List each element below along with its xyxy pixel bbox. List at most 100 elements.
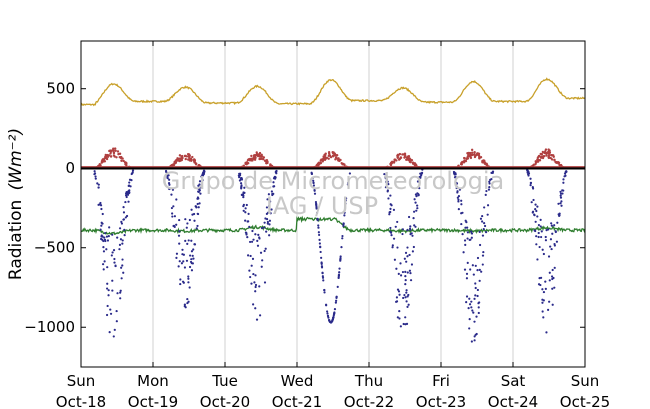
data-point-blue (100, 234, 103, 237)
data-point-blue (310, 172, 313, 175)
data-point-blue (187, 277, 190, 280)
data-point-blue (418, 180, 421, 183)
data-point-blue (184, 218, 187, 221)
data-point-blue (481, 263, 484, 266)
data-point-red (113, 147, 117, 150)
data-point-blue (175, 252, 179, 255)
data-point-blue (265, 230, 268, 233)
data-point-blue (111, 233, 114, 236)
data-point-blue (339, 259, 342, 262)
data-point-blue (170, 193, 173, 196)
data-point-blue (246, 236, 249, 239)
data-point-blue (195, 227, 198, 230)
data-point-blue (121, 242, 124, 245)
data-point-blue (118, 243, 122, 246)
data-point-blue (412, 217, 415, 220)
data-point-blue (559, 202, 562, 205)
data-point-blue (470, 340, 473, 343)
data-point-blue (190, 208, 193, 211)
data-point-blue (269, 212, 272, 215)
data-point-blue (105, 313, 109, 317)
data-point-blue (475, 315, 478, 318)
data-point-blue (182, 281, 185, 284)
data-point-blue (130, 179, 133, 182)
data-point-blue (470, 230, 473, 233)
data-point-blue (167, 181, 171, 185)
data-point-blue (457, 195, 461, 198)
data-point-blue (269, 200, 272, 203)
data-point-blue (115, 309, 118, 313)
data-point-blue (483, 222, 486, 225)
data-point-blue (391, 246, 394, 249)
data-point-blue (105, 235, 109, 238)
data-point-blue (104, 231, 107, 235)
data-point-blue (389, 194, 392, 197)
data-point-red (122, 159, 125, 163)
data-point-red (539, 152, 542, 156)
data-point-blue (539, 225, 542, 228)
data-point-blue (455, 185, 458, 188)
data-point-blue (539, 218, 542, 221)
data-point-red (173, 161, 176, 165)
data-point-blue (315, 202, 318, 205)
data-point-blue (265, 206, 269, 209)
data-point-red (327, 157, 330, 160)
data-point-blue (275, 169, 278, 173)
data-point-blue (389, 230, 392, 233)
x-tick-label-day: Thu (354, 372, 383, 390)
x-tick-label-date: Oct-25 (560, 393, 610, 409)
data-point-blue (398, 293, 401, 296)
data-point-blue (478, 230, 481, 233)
data-point-blue (109, 308, 112, 311)
data-point-blue (561, 192, 564, 195)
data-point-blue (396, 246, 399, 249)
data-point-red (467, 151, 471, 155)
data-point-red (338, 158, 341, 162)
data-point-red (255, 153, 258, 157)
data-point-blue (531, 186, 534, 189)
data-point-blue (251, 257, 255, 260)
data-point-red (323, 153, 327, 156)
data-point-blue (320, 265, 324, 268)
data-point-blue (477, 306, 480, 309)
data-point-blue (203, 170, 206, 173)
data-point-blue (532, 198, 535, 202)
data-point-red (113, 155, 116, 158)
data-point-blue (341, 237, 344, 240)
data-point-blue (394, 225, 397, 228)
data-point-blue (187, 281, 190, 284)
data-point-red (463, 159, 466, 162)
data-point-red (478, 156, 481, 160)
data-point-blue (465, 295, 469, 298)
data-point-blue (101, 212, 104, 216)
data-point-red (109, 155, 113, 158)
data-point-blue (123, 233, 126, 237)
data-point-blue (108, 226, 111, 229)
data-point-blue (483, 206, 486, 209)
data-point-blue (465, 277, 469, 280)
data-point-blue (473, 297, 476, 300)
data-point-blue (481, 254, 485, 257)
data-point-blue (322, 279, 325, 282)
data-point-blue (124, 200, 127, 204)
data-point-blue (111, 251, 114, 254)
data-point-blue (551, 232, 554, 235)
data-point-blue (537, 283, 541, 286)
data-point-blue (534, 208, 537, 211)
data-point-blue (463, 268, 467, 271)
data-point-red (537, 155, 541, 158)
data-point-blue (416, 204, 419, 207)
data-point-blue (131, 172, 134, 175)
data-point-blue (244, 211, 247, 214)
data-point-red (341, 163, 344, 166)
data-point-blue (197, 206, 200, 209)
data-point-blue (409, 233, 412, 236)
data-point-blue (406, 228, 409, 232)
data-point-blue (558, 214, 561, 217)
data-point-blue (555, 240, 559, 243)
data-point-blue (258, 236, 261, 239)
data-point-red (401, 153, 404, 156)
data-point-blue (266, 220, 269, 224)
data-point-blue (343, 214, 346, 217)
data-point-blue (102, 268, 105, 271)
